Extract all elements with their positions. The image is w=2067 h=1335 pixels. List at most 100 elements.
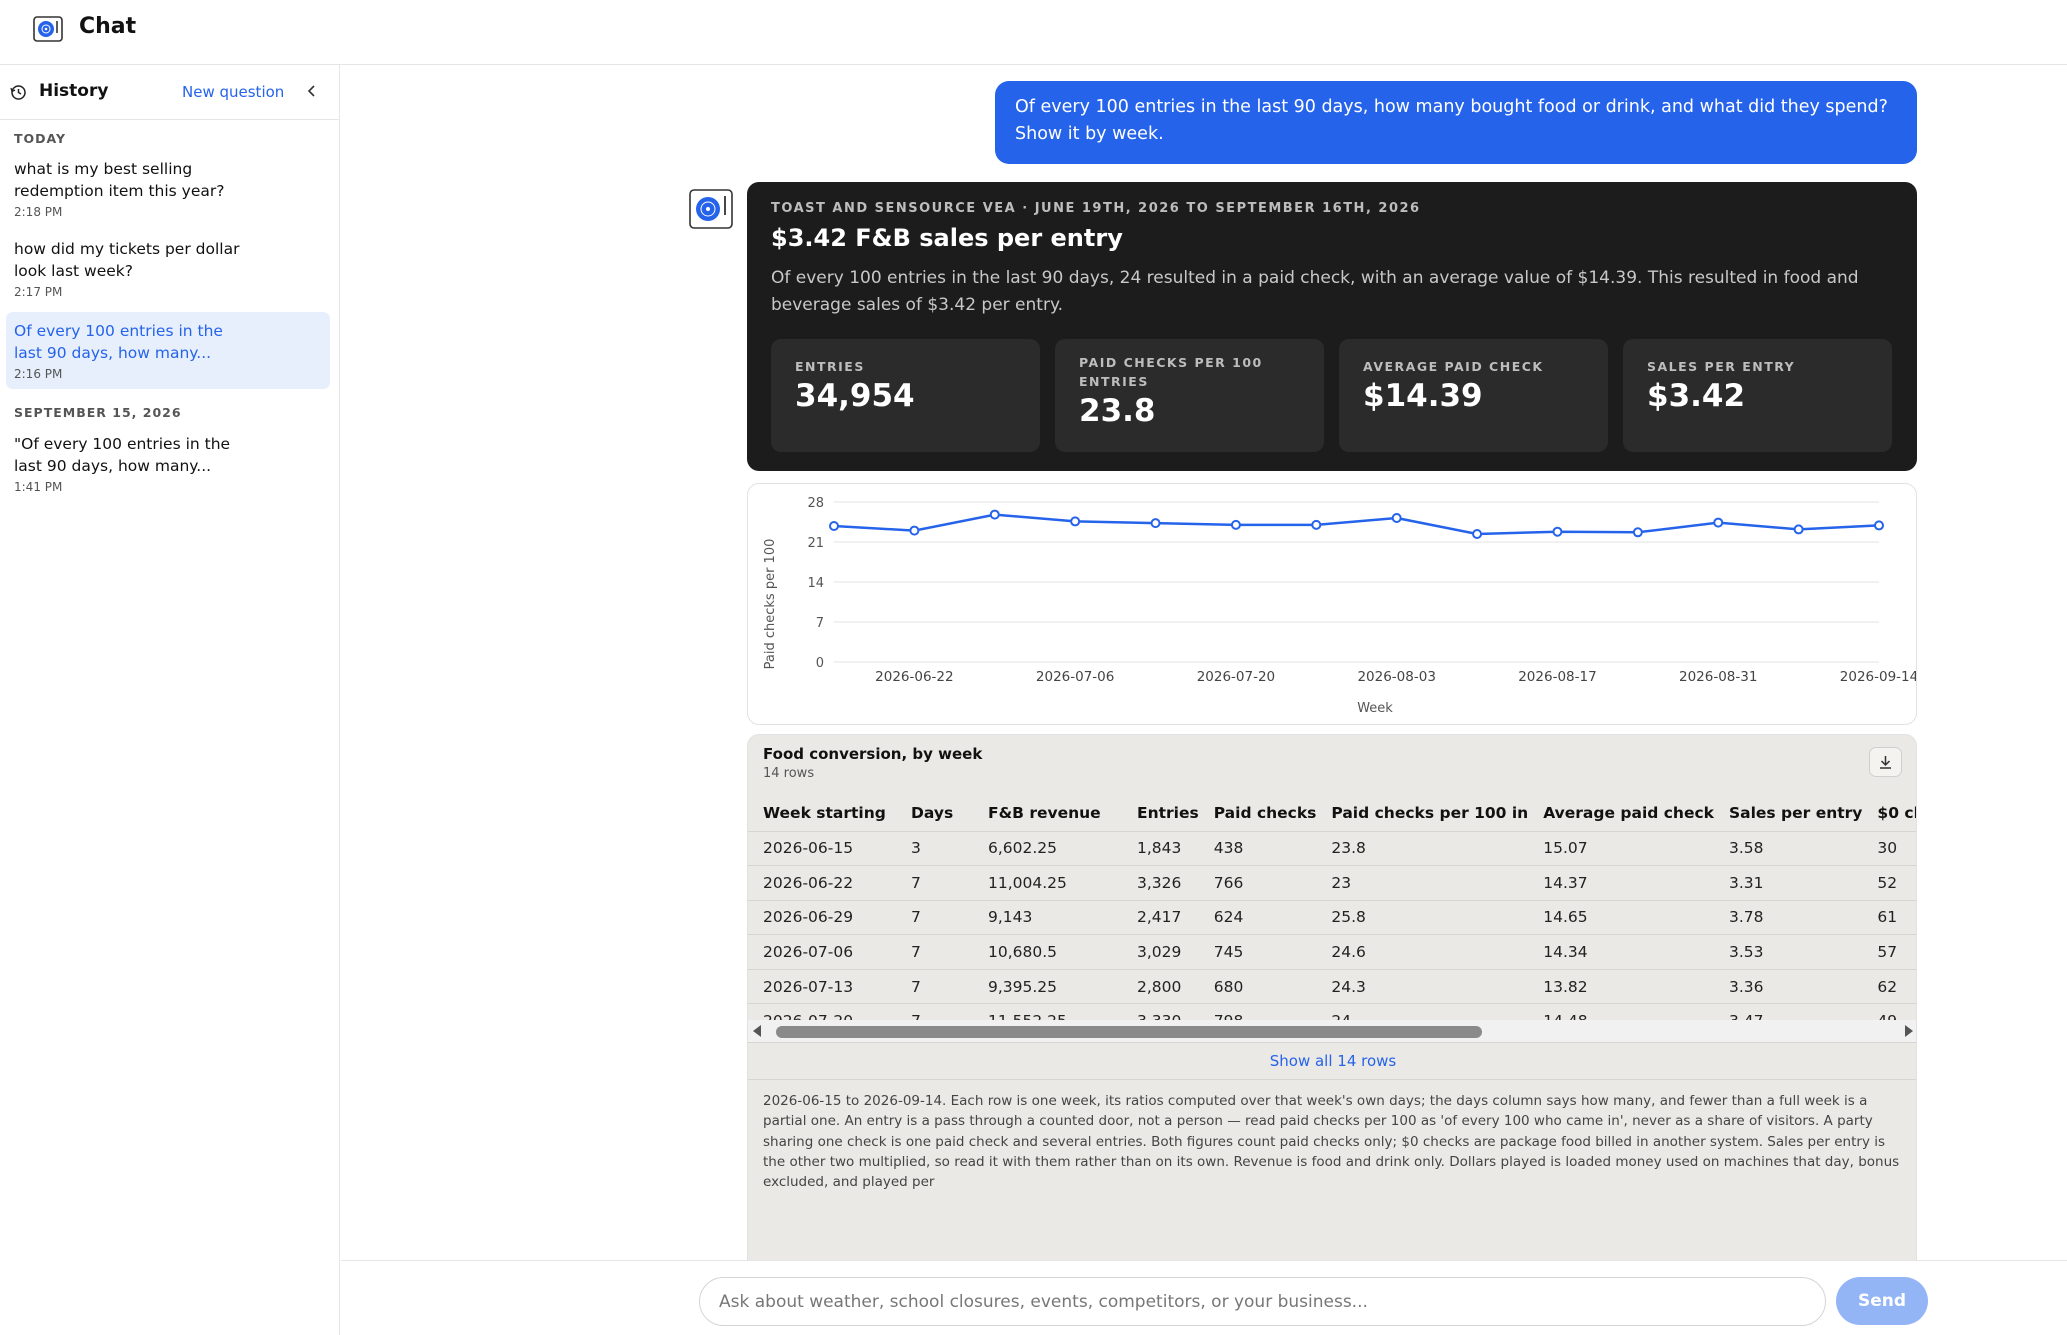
column-header[interactable]: Paid checks per 100 in bbox=[1331, 803, 1529, 822]
table-cell: 1,843 bbox=[1122, 830, 1199, 866]
metric-value: $14.39 bbox=[1363, 378, 1483, 414]
table-cell: 3,326 bbox=[1122, 865, 1199, 901]
table-title: Food conversion, by week bbox=[763, 745, 983, 763]
x-axis-label: Week bbox=[1357, 701, 1393, 716]
turntable-icon bbox=[33, 16, 63, 42]
table-cell: 15.07 bbox=[1528, 830, 1714, 866]
data-point[interactable] bbox=[1070, 516, 1081, 527]
table-row: 2026-07-06 7 10,680.5 3,029 745 24.6 14.34 3.53… bbox=[748, 934, 1916, 970]
metric-value: 23.8 bbox=[1079, 393, 1156, 429]
data-point[interactable] bbox=[1874, 520, 1884, 531]
new-question-button[interactable]: New question bbox=[182, 83, 285, 101]
table-cell: 25.8 bbox=[1316, 899, 1529, 935]
table-cell: 23.8 bbox=[1316, 830, 1529, 866]
chat-input[interactable] bbox=[699, 1277, 1826, 1326]
horizontal-scrollbar[interactable] bbox=[748, 1020, 1916, 1042]
scroll-left-icon[interactable] bbox=[752, 1025, 762, 1037]
y-tick-label: 14 bbox=[807, 576, 824, 591]
table-row-count: 14 rows bbox=[763, 766, 815, 781]
y-tick-label: 0 bbox=[816, 656, 824, 671]
table-cell: 3 bbox=[896, 830, 973, 866]
history-item[interactable]: "Of every 100 entries in the last 90 day… bbox=[6, 425, 330, 502]
table-cell: 3.31 bbox=[1713, 865, 1863, 901]
card-description: Of every 100 entries in the last 90 days… bbox=[771, 268, 1859, 315]
send-button[interactable]: Send bbox=[1836, 1277, 1928, 1325]
table-cell: 62 bbox=[1862, 968, 1916, 1004]
table-cell: 680 bbox=[1198, 968, 1317, 1004]
history-item[interactable]: how did my tickets per dollar look last … bbox=[6, 230, 330, 307]
table-cell: 52 bbox=[1862, 865, 1916, 901]
data-point[interactable] bbox=[1472, 529, 1483, 539]
history-item-text: "Of every 100 entries in the last 90 day… bbox=[14, 435, 231, 475]
table-cell: 3.53 bbox=[1713, 934, 1863, 970]
column-header[interactable]: F&B revenue bbox=[988, 803, 1101, 822]
table-header-row: Week starting Days F&B revenue Entries Paid … bbox=[748, 795, 1916, 831]
metric-label: SALES PER ENTRY bbox=[1647, 359, 1796, 374]
history-item-text: Of every 100 entries in the last 90 days… bbox=[14, 322, 223, 362]
column-header[interactable]: Paid checks bbox=[1213, 803, 1317, 822]
table-cell: 7 bbox=[896, 865, 973, 901]
history-header: History New question bbox=[0, 65, 339, 120]
data-point[interactable] bbox=[1552, 526, 1563, 537]
metric-label: PAID CHECKS PER 100 ENTRIES bbox=[1079, 355, 1263, 389]
history-title: History bbox=[39, 81, 109, 101]
history-item-active[interactable]: Of every 100 entries in the last 90 days… bbox=[6, 312, 330, 389]
data-point[interactable] bbox=[1793, 524, 1804, 535]
history-sidebar: History New question TODAY what is my be… bbox=[0, 65, 340, 1335]
table-cell: 13.82 bbox=[1528, 968, 1714, 1004]
table-cell: 14.65 bbox=[1528, 899, 1714, 935]
y-tick-label: 21 bbox=[807, 536, 824, 551]
card-source: TOAST AND SENSOURCE VEA · JUNE 19TH, 202… bbox=[771, 201, 1421, 216]
data-point[interactable] bbox=[989, 509, 1000, 520]
data-point[interactable] bbox=[909, 525, 920, 536]
column-header[interactable]: Average paid check bbox=[1543, 803, 1714, 822]
download-button[interactable] bbox=[1869, 747, 1902, 777]
column-header[interactable]: Week starting bbox=[763, 803, 886, 822]
metric-value: $3.42 bbox=[1647, 378, 1746, 414]
app-title: Chat bbox=[79, 14, 137, 39]
x-tick-label: 2026-09-14 bbox=[1840, 669, 1916, 685]
history-item-time: 2:17 PM bbox=[14, 285, 63, 299]
table-cell: 6,602.25 bbox=[973, 830, 1122, 866]
history-icon bbox=[10, 85, 26, 100]
metric-sales-per-entry: SALES PER ENTRY $3.42 bbox=[1623, 339, 1892, 452]
x-tick-label: 2026-07-20 bbox=[1197, 669, 1275, 685]
table-cell: 2026-06-15 bbox=[748, 830, 896, 866]
column-header[interactable]: Entries bbox=[1137, 803, 1199, 822]
data-point[interactable] bbox=[829, 521, 839, 531]
table-cell: 3.58 bbox=[1713, 830, 1863, 866]
table-cell: 2026-07-06 bbox=[748, 934, 896, 970]
data-point[interactable] bbox=[1391, 513, 1402, 523]
table-cell: 23 bbox=[1316, 865, 1529, 901]
x-tick-label: 2026-08-31 bbox=[1679, 669, 1757, 685]
data-point[interactable] bbox=[1311, 519, 1322, 530]
y-axis-label: Paid checks per 100 bbox=[763, 539, 778, 670]
show-all-rows-button[interactable]: Show all 14 rows bbox=[748, 1042, 1916, 1080]
column-header[interactable]: Days bbox=[911, 803, 954, 822]
column-header[interactable]: Sales per entry bbox=[1728, 803, 1863, 822]
table-cell: 7 bbox=[896, 899, 973, 935]
data-point[interactable] bbox=[1713, 517, 1724, 528]
data-point[interactable] bbox=[1230, 519, 1241, 530]
table-row: 2026-07-13 7 9,395.25 2,800 680 24.3 13.82 3.36… bbox=[748, 968, 1916, 1004]
history-item-text: what is my best selling redemption item … bbox=[14, 160, 225, 200]
series-line bbox=[833, 513, 1880, 536]
data-point[interactable] bbox=[1150, 518, 1161, 529]
column-header[interactable]: $0 checks bbox=[1877, 803, 1916, 822]
table-cell: 798 bbox=[1198, 1003, 1317, 1025]
data-table: Week starting Days F&B revenue Entries Paid … bbox=[748, 795, 1916, 1025]
turntable-icon bbox=[689, 189, 733, 229]
table-cell: 61 bbox=[1862, 899, 1916, 935]
summary-card: TOAST AND SENSOURCE VEA · JUNE 19TH, 202… bbox=[747, 182, 1917, 471]
composer: Send bbox=[341, 1260, 2067, 1335]
history-item[interactable]: what is my best selling redemption item … bbox=[6, 150, 330, 227]
scroll-right-icon[interactable] bbox=[1904, 1025, 1914, 1037]
table-scroll-area[interactable]: Week starting Days F&B revenue Entries Paid … bbox=[748, 795, 1916, 1025]
chevron-left-icon[interactable] bbox=[303, 82, 321, 100]
table-cell: 7 bbox=[896, 1003, 973, 1025]
table-cell: 11,004.25 bbox=[973, 865, 1122, 901]
data-point[interactable] bbox=[1632, 527, 1643, 538]
table-cell: 7 bbox=[896, 934, 973, 970]
scrollbar-thumb[interactable] bbox=[776, 1026, 1482, 1038]
x-tick-label: 2026-07-06 bbox=[1036, 669, 1114, 685]
